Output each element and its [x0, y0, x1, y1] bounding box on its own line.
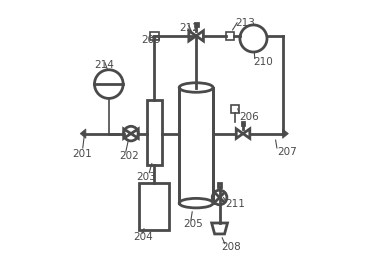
Text: 212: 212 — [180, 23, 200, 33]
Polygon shape — [283, 129, 288, 138]
Text: 214: 214 — [95, 59, 114, 69]
Text: 201: 201 — [72, 149, 92, 160]
Text: 204: 204 — [134, 232, 153, 242]
Polygon shape — [212, 223, 227, 234]
Bar — [231, 105, 239, 113]
Text: 211: 211 — [225, 199, 245, 209]
Ellipse shape — [179, 198, 213, 208]
Bar — [242, 122, 245, 125]
Bar — [218, 183, 221, 187]
Ellipse shape — [179, 83, 213, 92]
Bar — [139, 183, 169, 230]
Text: 203: 203 — [136, 172, 156, 182]
Polygon shape — [196, 31, 203, 41]
Text: 208: 208 — [221, 242, 240, 252]
Polygon shape — [189, 31, 196, 41]
Text: 202: 202 — [119, 151, 139, 161]
Text: 213: 213 — [235, 18, 255, 28]
Polygon shape — [243, 129, 250, 138]
Polygon shape — [80, 129, 86, 138]
Text: 210: 210 — [254, 57, 273, 67]
Bar — [150, 32, 159, 40]
Text: 209: 209 — [141, 35, 161, 45]
Bar — [194, 23, 197, 26]
Text: 207: 207 — [277, 147, 297, 157]
Text: 206: 206 — [239, 112, 259, 122]
Text: 205: 205 — [183, 219, 203, 228]
Bar — [179, 88, 213, 203]
Polygon shape — [236, 129, 243, 138]
Bar — [226, 32, 234, 40]
Bar — [147, 100, 162, 165]
